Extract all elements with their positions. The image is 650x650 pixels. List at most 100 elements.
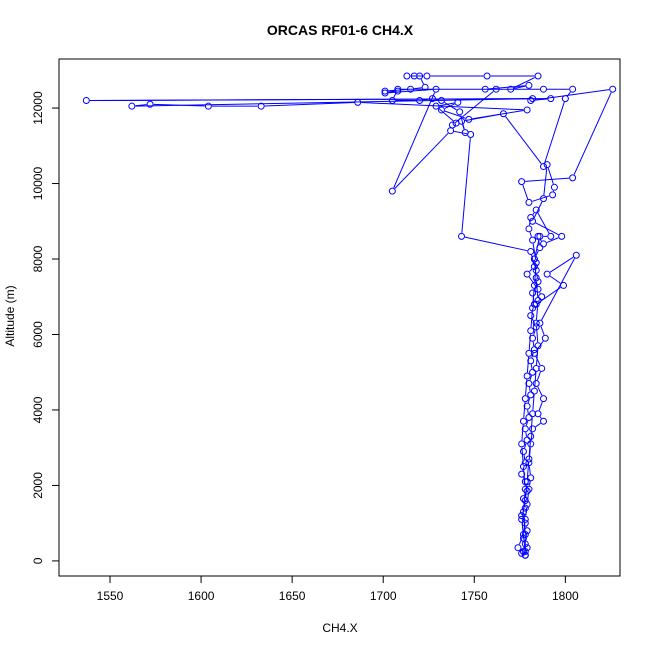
series-segment	[528, 276, 537, 287]
data-point	[549, 191, 557, 199]
data-point	[499, 110, 507, 118]
data-point	[523, 487, 531, 495]
series-segment	[549, 256, 574, 273]
x-tick-label: 1800	[552, 589, 579, 603]
series-segment	[530, 364, 533, 369]
data-point	[518, 178, 526, 186]
data-point	[530, 349, 538, 357]
data-point	[534, 72, 542, 80]
data-point	[519, 547, 527, 555]
data-point	[407, 85, 415, 93]
data-point	[532, 266, 540, 274]
data-point	[532, 364, 540, 372]
series-segment	[529, 268, 533, 272]
y-tick-label: 6000	[31, 321, 45, 348]
data-point	[483, 72, 491, 80]
series-segment	[529, 232, 532, 237]
data-point	[525, 414, 533, 422]
series-segment	[444, 101, 457, 111]
series-segment	[525, 420, 529, 426]
data-point	[82, 97, 90, 105]
data-point	[519, 447, 527, 455]
data-point	[540, 417, 547, 425]
data-point	[257, 102, 265, 110]
y-axis: 0 2000 4000 6000 8000 10000 12000	[31, 91, 59, 564]
data-point	[521, 425, 529, 433]
series-segment	[531, 352, 534, 358]
series-segment	[464, 236, 528, 252]
x-tick-label: 1750	[461, 589, 488, 603]
series-segment	[534, 371, 537, 388]
data-point	[530, 255, 538, 263]
data-point	[438, 97, 445, 105]
y-tick-label: 4000	[31, 396, 45, 423]
series-segment	[535, 422, 541, 428]
series-segment	[514, 85, 526, 89]
series-segment	[393, 92, 436, 188]
data-point	[525, 380, 533, 388]
data-point	[530, 263, 538, 271]
data-point	[521, 547, 529, 555]
series-segment	[525, 432, 528, 437]
series-segment	[537, 212, 550, 234]
data-point	[519, 463, 527, 471]
series-segment	[528, 439, 531, 456]
series-segment	[522, 184, 529, 200]
data-point	[394, 87, 402, 95]
data-point	[128, 102, 136, 110]
data-point	[521, 485, 529, 493]
data-point	[543, 161, 551, 169]
data-point	[518, 515, 526, 523]
data-point	[538, 364, 546, 372]
series-segment	[530, 311, 533, 328]
series-segment	[533, 201, 543, 219]
data-point	[527, 474, 535, 482]
series-segment	[543, 168, 548, 196]
series-segment	[537, 299, 540, 302]
data-point	[547, 95, 555, 103]
data-point	[560, 281, 568, 289]
data-point	[540, 85, 547, 93]
data-point	[507, 85, 515, 93]
series-segment	[528, 466, 531, 475]
series-segment	[461, 138, 471, 233]
y-tick-label: 8000	[31, 245, 45, 272]
data-point	[532, 300, 540, 308]
data-point	[381, 87, 389, 95]
series-segment	[488, 85, 526, 90]
data-point	[523, 436, 531, 444]
data-point	[481, 85, 489, 93]
data-point	[534, 410, 542, 418]
data-point	[536, 232, 544, 240]
data-point	[527, 391, 535, 399]
data-point	[456, 108, 464, 116]
data-point	[523, 527, 531, 535]
series-segment	[544, 101, 565, 164]
series-segment	[532, 212, 535, 215]
data-point	[569, 174, 577, 182]
data-point	[410, 72, 418, 80]
series-segment	[135, 104, 147, 107]
series-segment	[523, 454, 526, 460]
data-point	[527, 97, 535, 105]
data-point	[529, 95, 537, 103]
data-point	[523, 478, 531, 486]
series-segment	[505, 116, 542, 164]
series-ch4	[82, 72, 617, 559]
plot-frame	[58, 58, 621, 577]
y-axis-label: Altitude (m)	[3, 285, 17, 346]
data-point	[523, 372, 531, 380]
data-point	[538, 293, 546, 301]
data-point	[532, 259, 540, 267]
data-point	[521, 459, 529, 467]
series-segment	[524, 533, 526, 536]
series-segment	[541, 258, 576, 321]
series-segment	[529, 375, 532, 381]
data-point	[388, 97, 396, 105]
y-tick-label: 10000	[31, 167, 45, 201]
x-tick-label: 1550	[97, 589, 124, 603]
data-point	[423, 72, 431, 80]
data-point	[532, 319, 540, 327]
y-tick-label: 12000	[31, 91, 45, 125]
data-point	[521, 478, 529, 486]
